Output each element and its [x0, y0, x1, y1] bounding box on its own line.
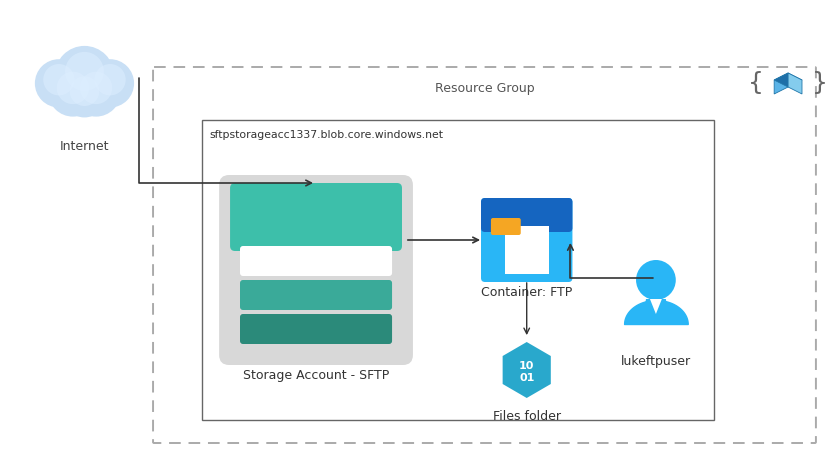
Bar — [202, 120, 714, 420]
Polygon shape — [774, 73, 788, 94]
FancyBboxPatch shape — [481, 198, 573, 282]
Bar — [485, 212, 568, 228]
Polygon shape — [788, 73, 802, 94]
Text: 10: 10 — [519, 361, 534, 371]
Polygon shape — [642, 299, 670, 324]
Bar — [235, 213, 397, 244]
Bar — [505, 226, 548, 274]
Text: sftpstorageacc1337.blob.core.windows.net: sftpstorageacc1337.blob.core.windows.net — [209, 130, 444, 140]
FancyBboxPatch shape — [230, 183, 402, 251]
Text: Resource Group: Resource Group — [435, 82, 534, 95]
Text: Container: FTP: Container: FTP — [481, 286, 573, 299]
FancyBboxPatch shape — [491, 218, 521, 235]
FancyBboxPatch shape — [240, 280, 392, 310]
Polygon shape — [501, 340, 553, 400]
FancyBboxPatch shape — [481, 198, 573, 232]
Text: Internet: Internet — [60, 140, 109, 153]
Text: lukeftpuser: lukeftpuser — [621, 355, 691, 368]
Text: }: } — [812, 72, 828, 96]
Polygon shape — [650, 299, 661, 314]
FancyBboxPatch shape — [240, 314, 392, 344]
FancyBboxPatch shape — [219, 175, 413, 365]
Text: 01: 01 — [519, 373, 534, 383]
Circle shape — [636, 260, 676, 300]
Text: {: { — [749, 72, 765, 96]
Polygon shape — [774, 73, 802, 87]
Text: Storage Account - SFTP: Storage Account - SFTP — [243, 369, 389, 382]
Text: Files folder: Files folder — [493, 410, 561, 423]
FancyBboxPatch shape — [240, 246, 392, 276]
